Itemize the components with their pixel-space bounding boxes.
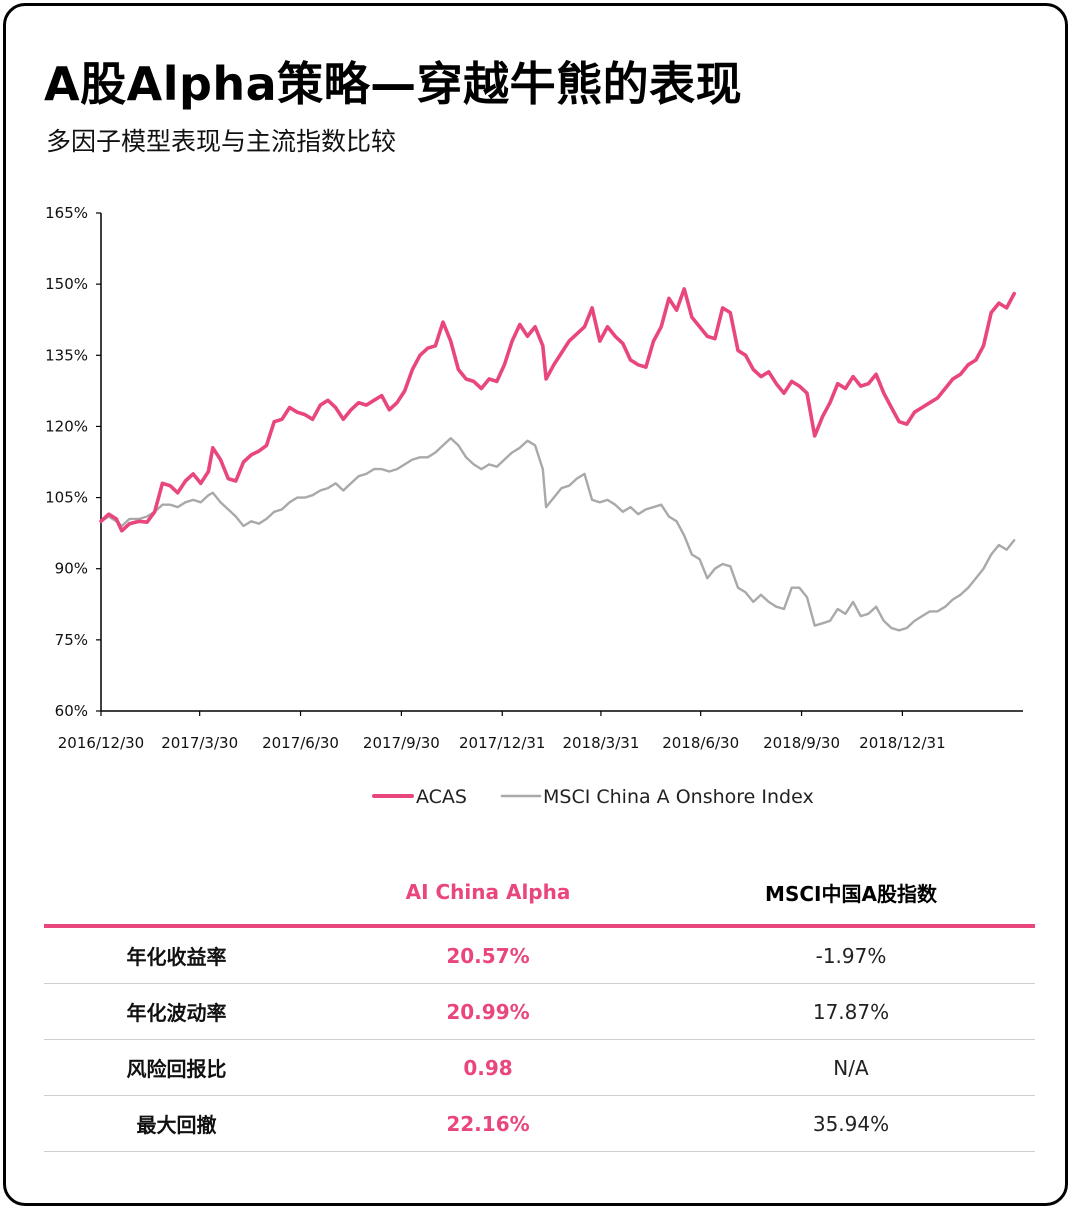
x-axis-ticks: 2016/12/30 2017/3/30 2017/6/30 2017/9/30 201…: [58, 711, 946, 752]
acas-series-line: [99, 287, 1017, 533]
row-msci-value: -1.97%: [667, 926, 1035, 984]
row-metric: 风险回报比: [44, 1039, 309, 1096]
x-tick-label: 2016/12/30: [58, 734, 144, 752]
y-tick-label: 60%: [55, 702, 88, 720]
x-tick-label: 2017/6/30: [262, 734, 339, 752]
table-row: 年化波动率 20.99% 17.87%: [44, 983, 1035, 1040]
table-header-metric: [44, 860, 309, 928]
table-header-acas: AI China Alpha: [309, 860, 667, 928]
chart-axes: [100, 213, 1023, 712]
x-tick-label: 2018/3/31: [562, 734, 639, 752]
table-row: 风险回报比 0.98 N/A: [44, 1039, 1035, 1096]
row-metric: 年化波动率: [44, 983, 309, 1040]
performance-chart: 60% 75% 90% 105% 120% 135% 150% 165% 2016/12/30…: [45, 204, 1023, 808]
row-acas-value: 22.16%: [309, 1095, 667, 1152]
legend-label-msci: MSCI China A Onshore Index: [543, 786, 814, 808]
y-tick-label: 150%: [45, 275, 88, 293]
y-tick-label: 120%: [45, 417, 88, 435]
x-tick-label: 2017/12/31: [459, 734, 545, 752]
row-acas-value: 20.57%: [309, 926, 667, 984]
y-tick-label: 75%: [55, 631, 88, 649]
chart-legend: ACAS MSCI China A Onshore Index: [372, 786, 814, 808]
row-acas-value: 0.98: [309, 1039, 667, 1096]
y-tick-label: 135%: [45, 346, 88, 364]
page-title: A股Alpha策略—穿越牛熊的表现: [44, 57, 743, 111]
row-metric: 最大回撤: [44, 1095, 309, 1152]
y-axis-ticks: 60% 75% 90% 105% 120% 135% 150% 165%: [45, 204, 101, 720]
row-metric: 年化收益率: [44, 926, 309, 984]
row-acas-value: 20.99%: [309, 983, 667, 1040]
msci-series-line: [99, 437, 1016, 632]
y-tick-label: 105%: [45, 489, 88, 507]
table-header-msci: MSCI中国A股指数: [667, 860, 1035, 928]
table-row: 最大回撤 22.16% 35.94%: [44, 1095, 1035, 1152]
row-msci-value: N/A: [667, 1039, 1035, 1096]
stats-table: AI China Alpha MSCI中国A股指数 年化收益率 20.57% -…: [44, 860, 1035, 1152]
y-tick-label: 165%: [45, 204, 88, 222]
page-subtitle: 多因子模型表现与主流指数比较: [46, 127, 397, 156]
x-tick-label: 2018/6/30: [662, 734, 739, 752]
table-header-row: AI China Alpha MSCI中国A股指数: [44, 860, 1035, 928]
row-msci-value: 17.87%: [667, 983, 1035, 1040]
x-tick-label: 2018/9/30: [763, 734, 840, 752]
legend-label-acas: ACAS: [416, 786, 467, 808]
series-lines: [99, 287, 1017, 632]
y-tick-label: 90%: [55, 560, 88, 578]
x-tick-label: 2018/12/31: [859, 734, 945, 752]
x-tick-label: 2017/3/30: [161, 734, 238, 752]
table-row: 年化收益率 20.57% -1.97%: [44, 926, 1035, 984]
row-msci-value: 35.94%: [667, 1095, 1035, 1152]
x-tick-label: 2017/9/30: [363, 734, 440, 752]
